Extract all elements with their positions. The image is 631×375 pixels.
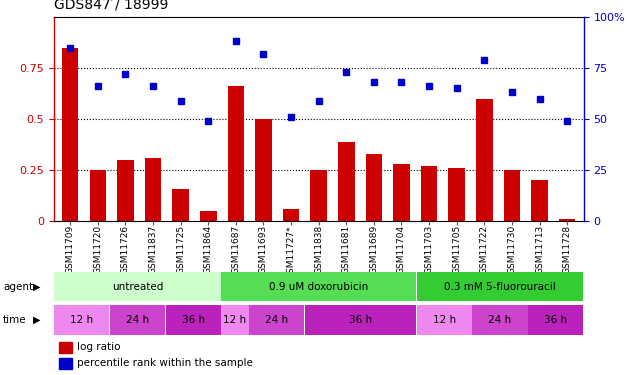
Text: GSM11689: GSM11689 [369, 225, 379, 274]
Bar [416, 272, 584, 301]
Bar [90, 170, 106, 221]
Text: GSM11681: GSM11681 [342, 225, 351, 274]
Bar [504, 170, 520, 221]
Text: 36 h: 36 h [182, 315, 204, 325]
Text: time: time [3, 315, 27, 325]
Bar [110, 306, 165, 335]
Bar [531, 180, 548, 221]
Text: 0.9 uM doxorubicin: 0.9 uM doxorubicin [269, 282, 369, 291]
Bar [338, 141, 355, 221]
Bar [59, 357, 72, 369]
Text: 24 h: 24 h [488, 315, 512, 325]
Text: GSM11837: GSM11837 [148, 225, 158, 274]
Text: GSM11838: GSM11838 [314, 225, 323, 274]
Bar [228, 86, 244, 221]
Text: percentile rank within the sample: percentile rank within the sample [78, 358, 254, 368]
Bar [449, 168, 465, 221]
Bar [200, 211, 216, 221]
Bar [559, 219, 575, 221]
Text: GSM11864: GSM11864 [204, 225, 213, 274]
Text: GSM11727*: GSM11727* [286, 225, 295, 279]
Bar [144, 158, 162, 221]
Text: GDS847 / 18999: GDS847 / 18999 [50, 0, 165, 2]
Bar [393, 164, 410, 221]
Text: GSM11713: GSM11713 [535, 225, 544, 274]
Bar [365, 154, 382, 221]
Bar [249, 306, 304, 335]
Text: GSM11730: GSM11730 [507, 225, 516, 274]
Text: 36 h: 36 h [544, 315, 567, 325]
Text: log ratio: log ratio [78, 342, 121, 352]
Text: GDS847 / 18999: GDS847 / 18999 [54, 0, 168, 12]
Bar [54, 306, 109, 335]
Text: 24 h: 24 h [126, 315, 149, 325]
Text: GSM11709: GSM11709 [66, 225, 74, 274]
Bar [305, 306, 416, 335]
Bar [62, 48, 78, 221]
Bar [528, 306, 584, 335]
Bar [165, 306, 221, 335]
Text: 0.3 mM 5-fluorouracil: 0.3 mM 5-fluorouracil [444, 282, 556, 291]
Text: 12 h: 12 h [223, 315, 247, 325]
Text: ▶: ▶ [33, 315, 41, 325]
Text: GSM11693: GSM11693 [259, 225, 268, 274]
Bar [473, 306, 528, 335]
Text: 24 h: 24 h [265, 315, 288, 325]
Bar [172, 189, 189, 221]
Text: untreated: untreated [112, 282, 163, 291]
Bar [54, 272, 221, 301]
Text: GSM11726: GSM11726 [121, 225, 130, 274]
Bar [416, 306, 472, 335]
Text: GSM11722: GSM11722 [480, 225, 489, 274]
Text: 12 h: 12 h [70, 315, 93, 325]
Text: 36 h: 36 h [349, 315, 372, 325]
Text: agent: agent [3, 282, 33, 291]
Text: GSM11725: GSM11725 [176, 225, 185, 274]
Text: 12 h: 12 h [433, 315, 456, 325]
Bar [255, 119, 272, 221]
Bar [221, 306, 249, 335]
Text: GSM11703: GSM11703 [425, 225, 433, 274]
Text: GSM11720: GSM11720 [93, 225, 102, 274]
Bar [421, 166, 437, 221]
Bar [221, 272, 416, 301]
Text: GSM11704: GSM11704 [397, 225, 406, 274]
Bar [283, 209, 299, 221]
Bar [59, 342, 72, 353]
Bar [310, 170, 327, 221]
Text: ▶: ▶ [33, 282, 41, 291]
Text: GSM11705: GSM11705 [452, 225, 461, 274]
Text: GSM11728: GSM11728 [563, 225, 572, 274]
Text: GSM11687: GSM11687 [232, 225, 240, 274]
Bar [476, 99, 493, 221]
Bar [117, 160, 134, 221]
